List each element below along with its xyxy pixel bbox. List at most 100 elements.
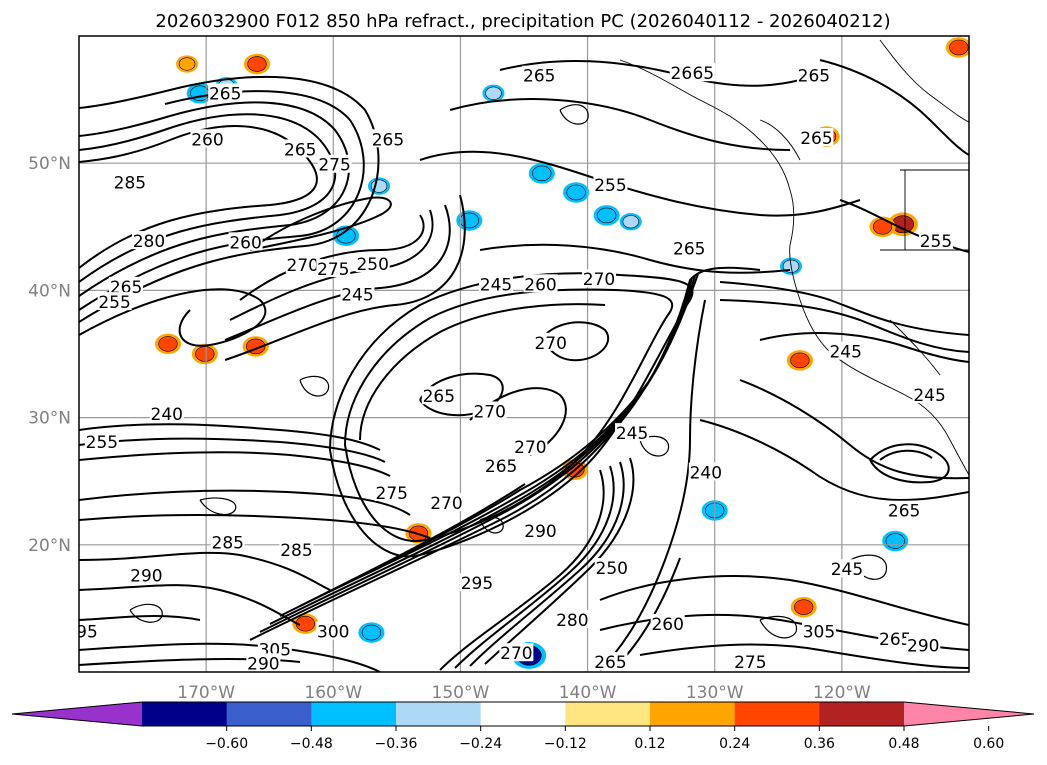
- contour-label: 265: [594, 653, 626, 673]
- contour-label-bg: [316, 621, 351, 640]
- colorbar-extend-high: [904, 702, 1034, 726]
- contour-label: 275: [376, 484, 408, 504]
- refractivity-contours: [79, 59, 969, 672]
- contour-label: 245: [341, 285, 373, 305]
- contour-label-bg: [84, 432, 119, 451]
- precip-patch: [566, 184, 586, 201]
- contour-label-bg: [912, 384, 947, 403]
- contour-label-bg: [109, 276, 144, 295]
- contour-label-bg: [129, 565, 164, 584]
- contour-label-bg: [459, 573, 494, 592]
- contour-label: 245: [480, 275, 512, 295]
- contour-label-bg: [112, 172, 147, 191]
- precip-patch: [622, 215, 639, 229]
- colorbar-tick-label: −0.60: [205, 736, 248, 752]
- contour-label-bg: [131, 231, 166, 250]
- precip-patch: [459, 212, 479, 229]
- lon-tick-label: 160°W: [304, 683, 362, 703]
- contour-label-bg: [582, 269, 617, 288]
- contour-label-bg: [918, 231, 953, 250]
- colorbar-segment: [311, 702, 397, 726]
- contour-label-bg: [555, 610, 590, 629]
- precip-patch: [794, 599, 814, 615]
- colorbar-tick-label: 0.24: [719, 736, 750, 752]
- colorbar-tick-label: 0.60: [973, 736, 1004, 752]
- contour-label: 265: [800, 129, 832, 149]
- colorbar-tick-label: −0.24: [459, 736, 502, 752]
- contour-label-bg: [257, 639, 292, 658]
- contour-label-bg: [190, 129, 225, 148]
- contour-label-bg: [79, 621, 99, 640]
- contour-label: 290: [524, 522, 556, 542]
- contour-label: 255: [594, 176, 626, 196]
- contour-label: 245: [913, 386, 945, 406]
- contour-label: 280: [556, 611, 588, 631]
- colorbar-tick-label: 0.12: [634, 736, 665, 752]
- contour-label-bg: [523, 274, 558, 293]
- precip-patch: [885, 533, 905, 549]
- contour-label: 270: [287, 256, 319, 276]
- lon-tick-label: 170°W: [177, 683, 235, 703]
- precip-patch: [485, 86, 502, 100]
- contour-label-bg: [472, 401, 507, 420]
- contour-label: 285: [280, 541, 312, 561]
- contour-label: 290: [907, 637, 939, 657]
- contour-label: 300: [317, 623, 349, 643]
- contour-label-bg: [374, 482, 409, 501]
- contour-label: 265: [485, 457, 517, 477]
- contour-label-bg: [801, 621, 836, 640]
- colorbar-extend-low: [12, 702, 142, 726]
- contour-label-bg: [593, 652, 628, 671]
- lon-tick-label: 140°W: [559, 683, 617, 703]
- contour-label: 245: [829, 343, 861, 363]
- contour-label-bg: [906, 635, 941, 654]
- colorbar-tick-label: −0.12: [544, 736, 587, 752]
- contour-label: 245: [616, 424, 648, 444]
- precip-patch: [790, 352, 810, 369]
- contour-label-bg: [149, 404, 184, 423]
- contour-label: 295: [65, 623, 97, 643]
- contour-label: 270: [473, 403, 505, 423]
- precip-patch: [247, 56, 267, 72]
- colorbar-tick-label: 0.36: [804, 736, 835, 752]
- contour-label-bg: [283, 139, 318, 158]
- colorbar-tick-label: 0.48: [888, 736, 919, 752]
- chart-title: 2026032900 F012 850 hPa refract., precip…: [155, 11, 890, 32]
- contour-label: 255: [86, 433, 118, 453]
- contour-label: 250: [356, 255, 388, 275]
- contour-label-bg: [228, 232, 263, 251]
- contour-label-bg: [878, 629, 913, 648]
- colorbar-segment: [142, 702, 228, 726]
- contour-label: 270: [500, 644, 532, 664]
- coastlines: [619, 39, 969, 476]
- contour-label-bg: [316, 259, 351, 278]
- precip-patch: [158, 336, 178, 352]
- contour-label: 285: [114, 174, 146, 194]
- contour-label-bg: [370, 129, 405, 148]
- colorbar-tick-label: −0.48: [290, 736, 333, 752]
- precip-patch: [532, 165, 552, 182]
- colorbar-tick-label: −0.36: [375, 736, 418, 752]
- contour-label: 240: [690, 464, 722, 484]
- contour-label: 295: [461, 574, 493, 594]
- contour-label: 265: [523, 67, 555, 87]
- contour-label: 270: [514, 438, 546, 458]
- contour-label-bg: [799, 128, 834, 147]
- precip-patch: [178, 57, 196, 71]
- contour-label: 275: [734, 653, 766, 673]
- precip-patch: [949, 39, 969, 56]
- colorbar-outline: [11, 701, 1035, 727]
- contour-label-bg: [650, 613, 685, 632]
- contour-label: 270: [583, 270, 615, 290]
- contour-label: 265: [284, 140, 316, 160]
- contour-label-bg: [429, 493, 464, 512]
- contour-label: 260: [229, 233, 261, 253]
- contour-label: 265: [798, 67, 830, 87]
- contour-label-bg: [593, 175, 628, 194]
- contour-label: 240: [151, 405, 183, 425]
- contour-label: 290: [247, 654, 279, 674]
- contour-label-bg: [317, 154, 352, 173]
- contour-label: 260: [651, 615, 683, 635]
- contour-label: 285: [212, 534, 244, 554]
- contour-label: 265: [423, 387, 455, 407]
